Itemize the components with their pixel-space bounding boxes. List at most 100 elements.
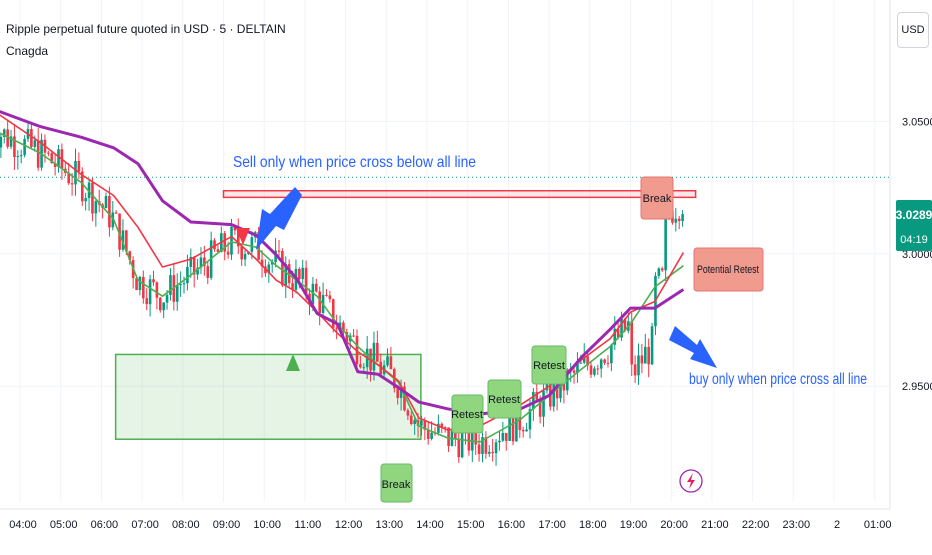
- candle-body: [593, 368, 596, 375]
- candle-body: [535, 392, 539, 400]
- candle-body: [650, 326, 654, 365]
- break-bottom-box: [380, 463, 413, 503]
- resistance-zone: [222, 189, 697, 199]
- candle-body: [186, 266, 189, 284]
- ma-line-purple: [0, 110, 685, 416]
- x-tick-label: 10:00: [253, 519, 281, 531]
- candle-body: [525, 429, 528, 432]
- retest-text-1: Retest: [451, 409, 483, 421]
- candle-body: [498, 440, 501, 443]
- candle-body: [80, 171, 84, 202]
- candle-body: [362, 367, 366, 369]
- candle-body: [420, 420, 423, 426]
- candle-body: [36, 140, 40, 168]
- candle-body: [169, 275, 172, 295]
- flash-icon[interactable]: [679, 469, 703, 493]
- x-tick-label: 13:00: [376, 519, 404, 531]
- candle-body: [53, 163, 57, 167]
- currency-button[interactable]: USD: [897, 12, 929, 48]
- candle-body: [338, 322, 342, 329]
- potential-retest-text: Potential Retest: [697, 264, 759, 276]
- candle-body: [206, 266, 210, 278]
- candle-body: [277, 250, 281, 252]
- x-tick-label: 01:00: [864, 519, 892, 531]
- candle-body: [674, 218, 678, 223]
- candle-body: [403, 386, 406, 411]
- candle-body: [281, 251, 284, 286]
- buy-signal-icon: [286, 354, 300, 371]
- candle-body: [508, 411, 511, 441]
- x-tick-label: 20:00: [660, 519, 688, 531]
- x-tick-label: 05:00: [50, 519, 78, 531]
- candle-body: [250, 237, 254, 252]
- candle-body: [240, 246, 243, 260]
- candle-body: [335, 327, 338, 329]
- candle-body: [664, 199, 667, 271]
- candle-body: [199, 257, 203, 268]
- candle-body: [236, 230, 240, 247]
- candle-body: [630, 321, 634, 365]
- x-tick-label: 04:00: [9, 519, 37, 531]
- candle-body: [287, 264, 291, 284]
- candle-body: [677, 218, 681, 222]
- candle-body: [637, 355, 640, 376]
- candle-body: [596, 368, 600, 370]
- candle-body: [145, 298, 149, 305]
- candle-body: [552, 380, 556, 407]
- candle-body: [74, 160, 77, 185]
- candle-body: [447, 427, 450, 447]
- candle-body: [440, 423, 444, 428]
- candle-body: [165, 294, 169, 303]
- candle-body: [77, 160, 81, 172]
- candle-body: [226, 251, 230, 255]
- candle-body: [162, 302, 165, 311]
- candle-body: [603, 359, 606, 363]
- candle-body: [423, 420, 427, 430]
- retest-box-3: [531, 345, 567, 385]
- candle-body: [396, 388, 399, 399]
- x-tick-label: 12:00: [335, 519, 363, 531]
- buy-note: buy only when price cross all line: [689, 371, 867, 388]
- candle-body: [291, 283, 294, 290]
- candle-body: [613, 328, 617, 345]
- candle-body: [284, 264, 288, 286]
- candle-body: [616, 328, 620, 338]
- ma-line-green: [0, 132, 684, 443]
- candle-body: [331, 299, 335, 328]
- candle-body: [57, 149, 60, 167]
- candle-body: [457, 438, 461, 458]
- retest-text-2: Retest: [488, 394, 520, 406]
- candle-body: [121, 230, 125, 250]
- x-tick-label: 17:00: [538, 519, 566, 531]
- candle-body: [342, 322, 345, 332]
- candle-body: [443, 427, 447, 429]
- candle-body: [647, 346, 650, 365]
- candle-body: [301, 267, 305, 280]
- x-tick-label: 21:00: [701, 519, 729, 531]
- candle-body: [572, 370, 576, 373]
- candle-body: [216, 249, 220, 252]
- candle-body: [599, 359, 603, 369]
- candle-body: [643, 346, 647, 364]
- x-tick-label: 16:00: [498, 519, 526, 531]
- candle-body: [142, 276, 145, 299]
- candle-body: [426, 429, 430, 439]
- candle-body: [586, 356, 589, 366]
- x-tick-label: 14:00: [416, 519, 444, 531]
- author-name: Cnagda: [6, 44, 49, 58]
- candle-body: [152, 279, 155, 283]
- break-bottom-label: Break: [380, 463, 413, 503]
- candle-body: [345, 331, 349, 342]
- candle-body: [155, 282, 159, 298]
- last-price-badge: [896, 200, 932, 251]
- candle-body: [328, 295, 332, 300]
- candle-body: [474, 425, 478, 445]
- retest-label-1: Retest: [451, 394, 484, 434]
- candle-body: [148, 279, 152, 305]
- candle-body: [352, 335, 355, 337]
- x-tick-label: 18:00: [579, 519, 607, 531]
- candle-body: [9, 136, 13, 147]
- candle-body: [623, 318, 627, 331]
